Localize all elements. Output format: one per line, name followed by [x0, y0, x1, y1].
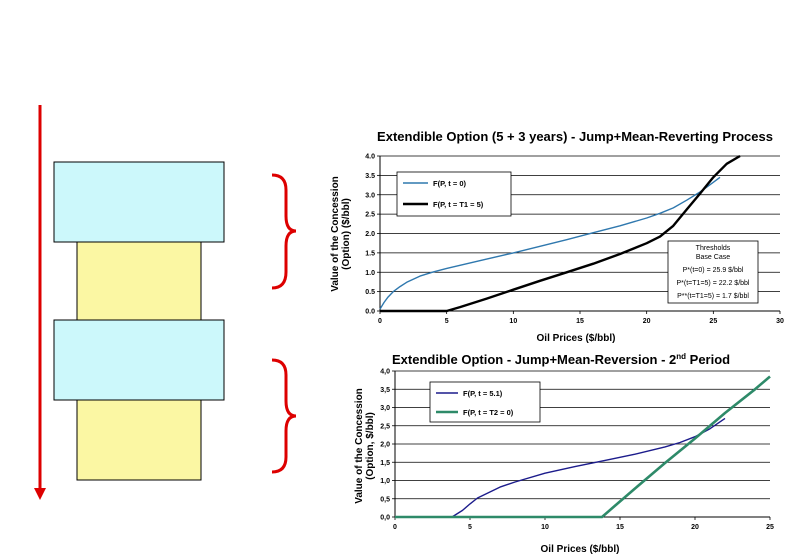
y-axis-label: Value of the Concession [354, 388, 365, 504]
timeline-arrow [34, 105, 46, 500]
x-axis-label: Oil Prices ($/bbl) [537, 333, 616, 344]
second-extension-block [76, 399, 202, 481]
right-curly-brace-icon [271, 358, 297, 474]
x-tick-labels: 0 5 10 15 20 25 [393, 524, 774, 531]
x-tick-labels: 0 5 10 15 20 25 30 [378, 318, 784, 325]
y-tick-label: 3,0 [380, 405, 390, 412]
y-tick-label: 0.5 [365, 289, 375, 296]
y-tick-label: 0,0 [380, 515, 390, 522]
legend-box [429, 381, 541, 423]
threshold-value: P*(t=T1=5) = 22.2 $/bbl [677, 280, 750, 287]
y-axis-label-unit: (Option) ($/bbl) [341, 198, 352, 270]
series-lines [395, 375, 771, 519]
y-tick-label: 0.0 [365, 309, 375, 316]
legend-label: F(P, t = 5.1) [463, 389, 503, 398]
x-tick-label: 5 [468, 524, 472, 531]
y-tick-label: 2.5 [365, 212, 375, 219]
x-tick-label: 10 [541, 524, 549, 531]
bottom-chart: Extendible Option - Jump+Mean-Reversion … [354, 352, 774, 555]
top-chart: Extendible Option (5 + 3 years) - Jump+M… [330, 129, 784, 344]
y-tick-label: 4,0 [380, 369, 390, 376]
y-tick-label: 1.5 [365, 250, 375, 257]
x-axis-label: Oil Prices ($/bbl) [541, 544, 620, 555]
y-tick-labels: 0.0 0.5 1.0 1.5 2.0 2.5 3.0 3.5 4.0 [365, 154, 375, 316]
y-tick-label: 2.0 [365, 231, 375, 238]
x-tick-label: 30 [776, 318, 784, 325]
y-tick-label: 2,0 [380, 442, 390, 449]
first-extension-block [76, 241, 202, 321]
x-tick-label: 5 [445, 318, 449, 325]
down-arrow-icon [34, 488, 46, 500]
legend-label: F(P, t = T2 = 0) [463, 408, 514, 417]
y-tick-label: 1,5 [380, 460, 390, 467]
second-period-block [53, 319, 225, 401]
legend-label: F(P, t = 0) [433, 179, 466, 188]
threshold-value: P*(t=0) = 25.9 $/bbl [683, 267, 744, 274]
x-tick-label: 0 [393, 524, 397, 531]
first-period-block [53, 161, 225, 243]
series-line-1 [395, 417, 726, 518]
chart-title: Extendible Option (5 + 3 years) - Jump+M… [377, 129, 773, 144]
y-tick-label: 3.5 [365, 173, 375, 180]
series-line-1 [379, 176, 721, 310]
thresholds-heading: Thresholds [696, 245, 731, 252]
y-tick-label: 1,0 [380, 478, 390, 485]
thresholds-box-frame [667, 240, 759, 304]
thresholds-subheading: Base Case [696, 254, 730, 261]
x-tick-label: 25 [766, 524, 774, 531]
y-tick-label: 0,5 [380, 496, 390, 503]
y-tick-labels: 0,0 0,5 1,0 1,5 2,0 2,5 3,0 3,5 4,0 [380, 369, 390, 522]
series-line-2 [380, 154, 741, 313]
right-curly-brace-icon [271, 173, 297, 290]
x-tick-label: 20 [691, 524, 699, 531]
legend-box [396, 171, 512, 217]
x-tick-label: 25 [709, 318, 717, 325]
chart-title: Extendible Option - Jump+Mean-Reversion … [392, 352, 730, 367]
y-tick-label: 1.0 [365, 270, 375, 277]
series-lines [379, 154, 741, 313]
series-line-2 [395, 375, 771, 519]
thresholds-box: Thresholds Base Case P*(t=0) = 25.9 $/bb… [667, 240, 759, 304]
x-tick-label: 0 [378, 318, 382, 325]
y-tick-label: 3,5 [380, 387, 390, 394]
y-axis-label-unit: (Option, $/bbl) [365, 412, 376, 480]
threshold-value: P**(t=T1=5) = 1.7 $/bbl [677, 293, 749, 300]
legend: F(P, t = 0) F(P, t = T1 = 5) [396, 171, 512, 217]
legend: F(P, t = 5.1) F(P, t = T2 = 0) [429, 381, 541, 423]
y-axis-label: Value of the Concession [330, 176, 341, 292]
y-tick-label: 4.0 [365, 154, 375, 161]
legend-label: F(P, t = T1 = 5) [433, 200, 484, 209]
y-tick-label: 3.0 [365, 192, 375, 199]
y-tick-label: 2,5 [380, 423, 390, 430]
x-tick-label: 10 [509, 318, 517, 325]
x-tick-label: 15 [616, 524, 624, 531]
x-tick-label: 15 [576, 318, 584, 325]
x-tick-label: 20 [643, 318, 651, 325]
